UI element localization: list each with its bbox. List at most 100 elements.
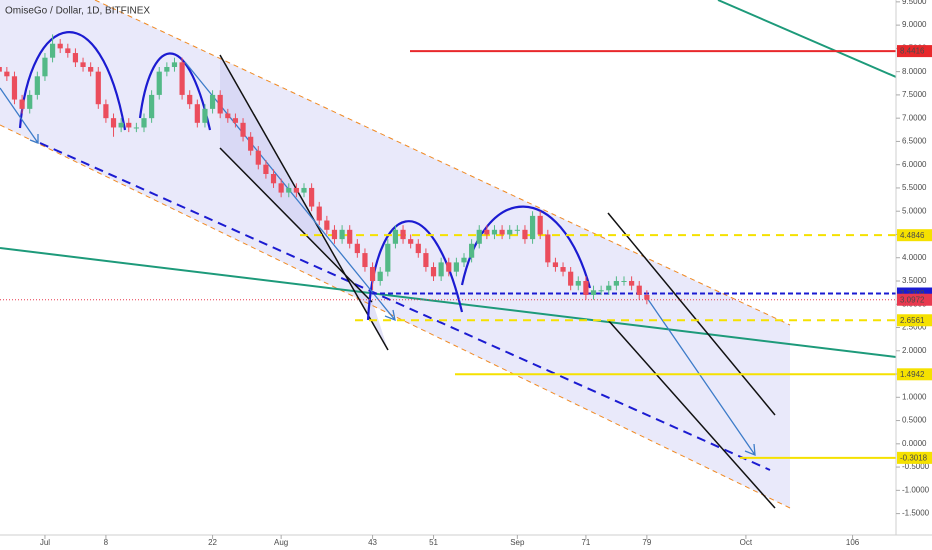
candle-body bbox=[42, 57, 48, 77]
arrow bbox=[0, 87, 39, 144]
candle-body bbox=[126, 122, 132, 128]
candle-body bbox=[522, 229, 528, 240]
candle-body bbox=[339, 229, 345, 240]
candle-body bbox=[377, 271, 383, 281]
y-tick-label: 5.0000 bbox=[902, 206, 927, 215]
price-label: 3.2309 bbox=[900, 289, 925, 298]
candle-body bbox=[49, 43, 56, 58]
candle-body bbox=[461, 257, 467, 263]
candle-body bbox=[255, 150, 261, 165]
candle-body bbox=[103, 104, 109, 119]
y-tick-label: 8.0000 bbox=[902, 67, 927, 76]
x-tick-label: 43 bbox=[368, 538, 377, 547]
drawings bbox=[0, 0, 896, 509]
candle-body bbox=[240, 122, 246, 137]
candle-body bbox=[415, 243, 421, 254]
candle-body bbox=[507, 229, 513, 235]
candle-body bbox=[118, 122, 124, 128]
candle-body bbox=[156, 71, 162, 95]
candle-body bbox=[392, 229, 399, 244]
candle-body bbox=[331, 229, 338, 240]
price-label-box bbox=[897, 368, 932, 381]
candle-body bbox=[354, 243, 360, 254]
y-tick-label: 9.0000 bbox=[902, 20, 927, 29]
candle-body bbox=[88, 66, 94, 72]
candle-body bbox=[217, 94, 223, 114]
candle-body bbox=[560, 267, 566, 272]
price-label-box bbox=[897, 451, 932, 464]
candle-body bbox=[476, 229, 482, 244]
candle-body bbox=[606, 285, 612, 291]
candle-body bbox=[0, 66, 2, 72]
candle-body bbox=[537, 215, 543, 235]
candle-body bbox=[34, 76, 40, 95]
channel-lower bbox=[0, 124, 791, 509]
candle-body bbox=[590, 290, 597, 295]
x-tick-label: 22 bbox=[208, 538, 217, 547]
candle-body bbox=[408, 239, 414, 244]
channel-fill bbox=[0, 0, 790, 508]
candle-body bbox=[514, 229, 520, 231]
candle-body bbox=[187, 94, 193, 105]
candle-body bbox=[194, 104, 200, 123]
candle-body bbox=[469, 243, 475, 258]
candle-body bbox=[80, 62, 86, 67]
y-tick-label: -1.5000 bbox=[902, 509, 930, 518]
candle-body bbox=[4, 71, 10, 77]
price-label-box bbox=[897, 229, 932, 242]
y-tick-label: 5.5000 bbox=[902, 183, 927, 192]
axis-labels: -1.5000 -1.0000 -0.5000 0.0000 0.5000 1.0000 1… bbox=[40, 0, 932, 547]
candle-body bbox=[629, 280, 635, 286]
y-tick-label: 1.0000 bbox=[902, 392, 927, 401]
candle-body bbox=[141, 118, 147, 128]
parallel-line bbox=[219, 147, 373, 303]
levels bbox=[0, 50, 896, 459]
candle-body bbox=[446, 262, 452, 272]
y-tick-label: 7.0000 bbox=[902, 113, 927, 122]
candle-body bbox=[484, 229, 490, 235]
y-tick-label: 6.0000 bbox=[902, 160, 927, 169]
y-tick-label: 3.5000 bbox=[902, 276, 927, 285]
candle-body bbox=[209, 94, 216, 109]
parallel-line bbox=[219, 54, 389, 351]
candle-body bbox=[65, 48, 71, 54]
x-tick-label: 71 bbox=[581, 538, 590, 547]
y-tick-label: 0.5000 bbox=[902, 416, 927, 425]
candle-body bbox=[644, 294, 650, 300]
candle-body bbox=[278, 183, 284, 193]
price-label: 4.4846 bbox=[900, 231, 925, 240]
y-tick-label: 4.0000 bbox=[902, 253, 927, 262]
candle-body bbox=[347, 229, 353, 244]
x-tick-label: Oct bbox=[740, 538, 753, 547]
candle-body bbox=[293, 187, 299, 193]
candle-body bbox=[324, 220, 330, 230]
candle-body bbox=[568, 271, 574, 286]
candle-body bbox=[95, 71, 101, 105]
candle-body bbox=[453, 262, 459, 272]
candle-body bbox=[362, 253, 368, 268]
y-tick-label: 9.5000 bbox=[902, 0, 927, 6]
candle-body bbox=[263, 164, 269, 174]
candle-body bbox=[423, 253, 429, 268]
candle-body bbox=[164, 66, 170, 72]
y-tick-label: 0.0000 bbox=[902, 439, 927, 448]
x-tick-label: Aug bbox=[274, 538, 288, 547]
candle-body bbox=[19, 99, 25, 109]
candle-body bbox=[248, 136, 254, 151]
y-tick-label: -0.5000 bbox=[902, 462, 930, 471]
price-label: 8.4416 bbox=[900, 47, 925, 56]
y-tick-label: 7.5000 bbox=[902, 90, 927, 99]
candle-body bbox=[385, 243, 391, 272]
candle-body bbox=[225, 113, 231, 119]
y-tick-label: -1.0000 bbox=[902, 485, 930, 494]
candle-body bbox=[613, 280, 619, 286]
trend-line bbox=[717, 0, 896, 78]
chart-title: OmiseGo / Dollar, 1D, BITFINEX bbox=[5, 6, 150, 17]
candle-body bbox=[552, 262, 559, 268]
candle-body bbox=[72, 53, 79, 63]
candle-body bbox=[232, 118, 239, 123]
candle-body bbox=[179, 62, 185, 95]
x-tick-label: 79 bbox=[642, 538, 651, 547]
candle-body bbox=[133, 127, 139, 129]
x-tick-label: Sep bbox=[510, 538, 525, 547]
